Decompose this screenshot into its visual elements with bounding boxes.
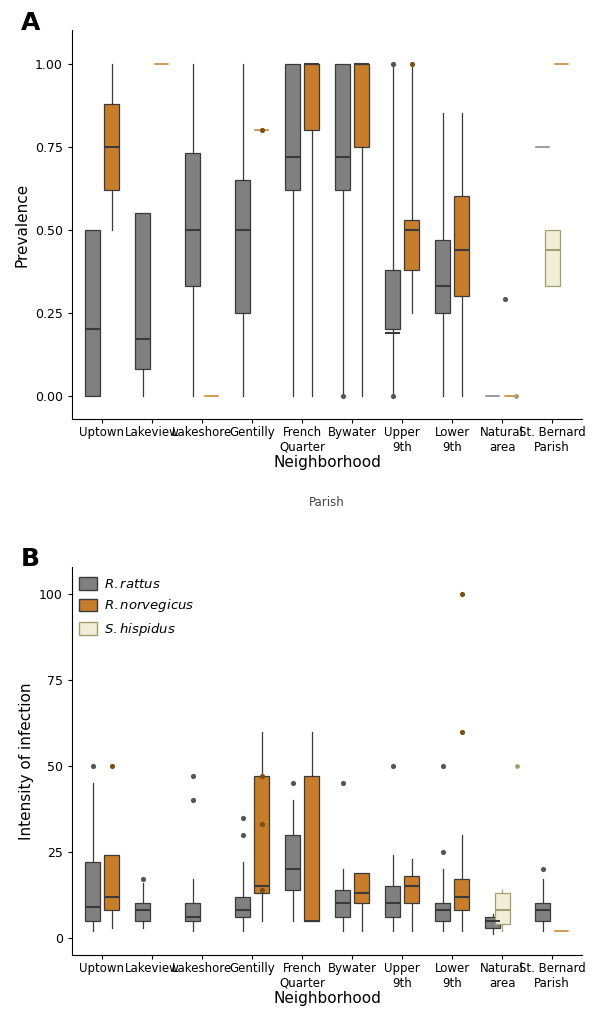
Point [138, 872, 148, 888]
Y-axis label: Intensity of infection: Intensity of infection [19, 682, 34, 839]
Bar [535, 903, 550, 920]
Bar [485, 917, 500, 928]
Bar [454, 196, 469, 296]
Point [457, 586, 466, 602]
Bar [435, 903, 450, 920]
Point [538, 861, 547, 877]
Bar [404, 876, 419, 903]
Bar [185, 903, 200, 920]
Bar [104, 104, 119, 190]
X-axis label: Neighborhood: Neighborhood [273, 455, 381, 470]
Point [388, 56, 397, 72]
Bar [335, 890, 350, 917]
Bar [85, 863, 100, 920]
Bar [545, 230, 560, 287]
Text: Parish: Parish [309, 497, 345, 509]
Text: B: B [21, 548, 40, 571]
Point [288, 775, 298, 791]
Point [438, 843, 448, 860]
Point [407, 56, 416, 72]
Bar [185, 153, 200, 287]
Bar [385, 269, 400, 329]
Bar [304, 64, 319, 130]
Bar [494, 893, 509, 925]
Bar [254, 776, 269, 893]
Bar [135, 213, 150, 369]
Bar [385, 886, 400, 917]
Point [438, 758, 448, 774]
Bar [235, 896, 250, 917]
Point [107, 758, 116, 774]
Bar [354, 64, 369, 146]
Y-axis label: Prevalence: Prevalence [14, 183, 29, 267]
Point [388, 758, 397, 774]
Point [188, 792, 197, 809]
Point [500, 292, 509, 308]
Bar [85, 230, 100, 395]
Bar [135, 903, 150, 920]
Point [257, 816, 266, 832]
Point [338, 775, 347, 791]
Bar [435, 240, 450, 313]
Point [88, 758, 97, 774]
Point [188, 768, 197, 784]
Bar [335, 64, 350, 190]
Point [511, 387, 520, 403]
X-axis label: Neighborhood: Neighborhood [273, 992, 381, 1007]
Point [257, 122, 266, 138]
Bar [404, 219, 419, 269]
Point [238, 810, 247, 826]
Point [512, 758, 521, 774]
Bar [285, 835, 300, 890]
Text: A: A [21, 11, 40, 36]
Point [257, 768, 266, 784]
Point [238, 827, 247, 843]
Bar [454, 880, 469, 910]
Point [388, 387, 397, 403]
Bar [235, 180, 250, 313]
Point [257, 882, 266, 898]
Bar [354, 873, 369, 903]
Legend: $\it{R. rattus}$, $\it{R. norvegicus}$, $\it{S. hispidus}$: $\it{R. rattus}$, $\it{R. norvegicus}$, … [79, 577, 194, 638]
Point [457, 723, 466, 740]
Point [338, 387, 347, 403]
Bar [304, 776, 319, 920]
Bar [285, 64, 300, 190]
Bar [104, 855, 119, 910]
